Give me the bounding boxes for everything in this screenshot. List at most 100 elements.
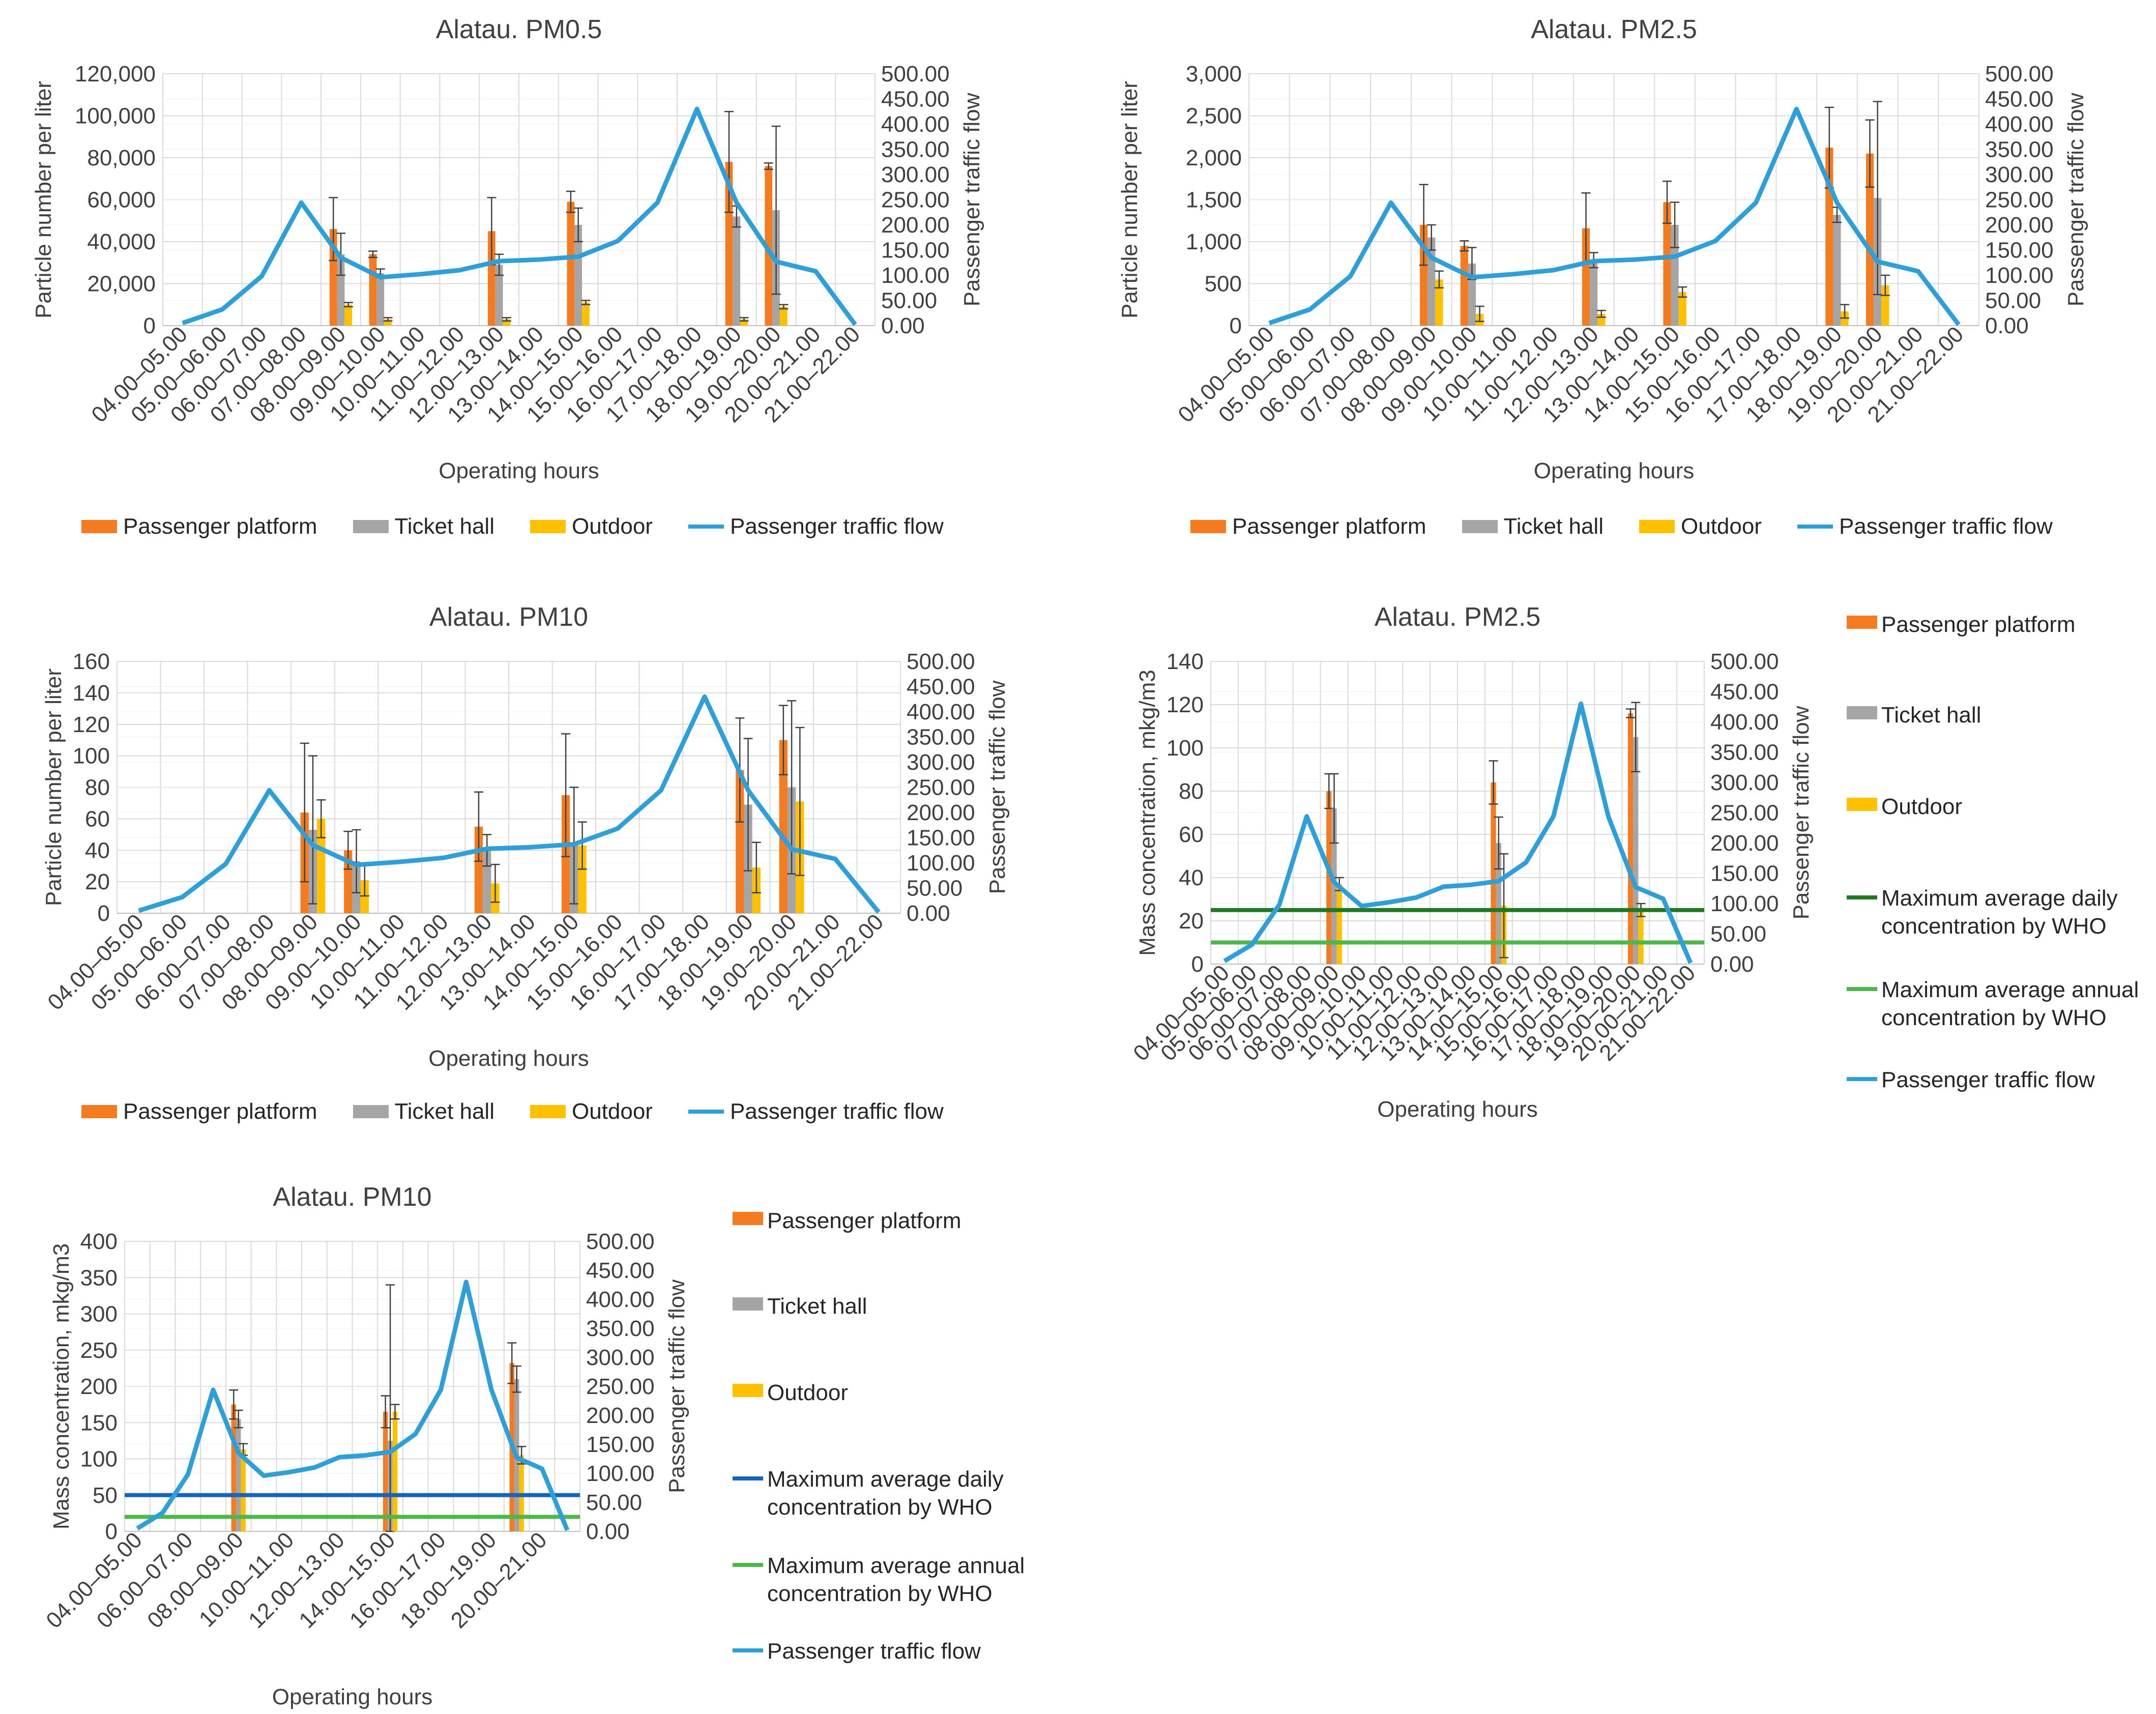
y2-tick-label: 500.00 xyxy=(907,649,975,674)
y-tick-label: 3,000 xyxy=(1186,62,1242,86)
legend-swatch-who-daily xyxy=(1847,895,1877,899)
y-tick-label: 50 xyxy=(93,1483,118,1508)
bar-outdoor xyxy=(1678,292,1686,326)
y2-tick-label: 450.00 xyxy=(1710,680,1779,705)
legend-swatch-outdoor xyxy=(530,1105,566,1118)
x-axis-title: Operating hours xyxy=(439,458,599,483)
y2-tick-label: 150.00 xyxy=(586,1432,655,1457)
legend-pm10-mass: Passenger platform Ticket hall Outdoor M… xyxy=(733,1165,1048,1714)
y-tick-label: 40 xyxy=(85,838,110,863)
legend-item-ticket: Ticket hall xyxy=(353,1099,494,1124)
y2-tick-label: 250.00 xyxy=(881,188,950,213)
bar-ticket xyxy=(733,216,741,326)
legend-swatch-who-annual xyxy=(733,1563,763,1567)
legend-item-outdoor: Outdoor xyxy=(530,514,653,539)
bar-platform xyxy=(765,166,773,326)
y2-tick-label: 250.00 xyxy=(586,1374,655,1399)
legend-item-platform: Passenger platform xyxy=(1190,514,1426,539)
y-tick-label: 100 xyxy=(1167,736,1204,761)
chart-panel-pm25-count: 0 500 1,000 1,500 2,000 2,500 3,000 0.00 50.00 10… xyxy=(1104,0,2152,575)
legend-pm25-count: Passenger platform Ticket hall Outdoor P… xyxy=(1190,514,2053,539)
bar-ticket xyxy=(1331,808,1337,964)
legend-item-ticket: Ticket hall xyxy=(1847,701,2156,729)
y-tick-label: 120 xyxy=(73,712,110,737)
y-tick-label: 0 xyxy=(1230,313,1242,338)
bar-platform xyxy=(1582,228,1590,326)
chart-title: Alatau. PM2.5 xyxy=(1531,15,1697,44)
y-tick-label: 40 xyxy=(1179,865,1204,890)
y-tick-label: 120 xyxy=(1167,692,1204,717)
y-axis-title: Particle number per liter xyxy=(41,669,66,906)
y2-tick-label: 0.00 xyxy=(586,1519,630,1544)
chart-title: Alatau. PM2.5 xyxy=(1375,602,1541,632)
legend-item-ticket: Ticket hall xyxy=(1462,514,1604,539)
bar-platform xyxy=(369,254,377,326)
legend-swatch-platform xyxy=(1190,520,1226,533)
y-tick-label: 0 xyxy=(1191,952,1204,977)
bar-ticket xyxy=(1833,215,1841,326)
traffic-flow-line xyxy=(1223,701,1693,964)
legend-pm10-count: Passenger platform Ticket hall Outdoor P… xyxy=(81,1099,944,1124)
y-tick-label: 1,500 xyxy=(1186,188,1242,213)
legend-item-who-daily: Maximum average daily concentration by W… xyxy=(733,1465,1048,1521)
y-tick-label: 160 xyxy=(73,649,110,674)
bar-ticket xyxy=(376,273,385,326)
y-tick-label: 80 xyxy=(85,775,110,800)
legend-item-ticket: Ticket hall xyxy=(353,514,494,539)
y2-tick-label: 350.00 xyxy=(881,137,950,162)
y-tick-label: 500 xyxy=(1205,272,1242,297)
y2-tick-label: 400.00 xyxy=(881,112,950,137)
legend-swatch-outdoor xyxy=(1639,520,1675,533)
y-tick-label: 140 xyxy=(1167,649,1204,674)
y2-tick-label: 350.00 xyxy=(586,1316,655,1341)
legend-item-platform: Passenger platform xyxy=(733,1207,1048,1235)
traffic-flow-line xyxy=(1268,106,1961,326)
legend-pm05-count: Passenger platform Ticket hall Outdoor P… xyxy=(81,514,944,539)
legend-item-platform: Passenger platform xyxy=(81,514,317,539)
y-tick-label: 400 xyxy=(80,1229,118,1254)
y2-tick-label: 400.00 xyxy=(1710,710,1779,735)
y-tick-label: 300 xyxy=(80,1302,118,1327)
y2-tick-label: 0.00 xyxy=(907,901,950,926)
y2-tick-label: 400.00 xyxy=(1985,112,2054,137)
y2-tick-label: 500.00 xyxy=(586,1229,655,1254)
bar-platform xyxy=(383,1411,388,1531)
y-tick-label: 2,500 xyxy=(1186,104,1242,129)
bar-ticket xyxy=(337,254,345,326)
legend-item-outdoor: Outdoor xyxy=(1639,514,1762,539)
legend-swatch-ticket xyxy=(733,1297,763,1311)
legend-item-outdoor: Outdoor xyxy=(530,1099,653,1124)
legend-swatch-platform xyxy=(81,520,117,533)
y-tick-label: 0 xyxy=(98,901,110,926)
bar-platform xyxy=(1663,202,1671,326)
y2-tick-label: 300.00 xyxy=(881,162,950,187)
y2-tick-label: 250.00 xyxy=(1985,188,2054,213)
y2-tick-label: 300.00 xyxy=(586,1345,655,1370)
bar-outdoor xyxy=(779,306,788,326)
legend-swatch-ticket xyxy=(1462,520,1498,533)
bar-platform xyxy=(1866,153,1874,326)
x-axis-title: Operating hours xyxy=(1377,1097,1538,1122)
y2-tick-label: 500.00 xyxy=(1985,62,2054,86)
legend-item-traffic: Passenger traffic flow xyxy=(733,1637,1048,1665)
legend-swatch-platform xyxy=(1847,616,1877,629)
y-tick-label: 0 xyxy=(143,313,156,338)
y2-tick-label: 450.00 xyxy=(907,675,975,700)
y2-tick-label: 0.00 xyxy=(1985,313,2029,338)
y-tick-label: 140 xyxy=(73,681,110,706)
y2-tick-label: 300.00 xyxy=(1710,770,1779,795)
y-tick-label: 350 xyxy=(80,1265,118,1290)
y2-tick-label: 200.00 xyxy=(586,1403,655,1428)
x-axis-title: Operating hours xyxy=(428,1046,589,1071)
bar-platform xyxy=(344,850,353,913)
y-tick-label: 200 xyxy=(80,1374,118,1399)
y2-tick-label: 200.00 xyxy=(1710,831,1779,856)
chart-svg-pm05-count: 0 20,000 40,000 60,000 80,000 100,000 120,000 0… xyxy=(31,15,984,483)
bar-platform xyxy=(1491,782,1496,964)
y-tick-label: 0 xyxy=(105,1519,118,1544)
y2-tick-label: 350.00 xyxy=(1985,137,2054,162)
legend-swatch-traffic xyxy=(1847,1077,1877,1081)
x-axis-title: Operating hours xyxy=(1534,458,1695,483)
bar-platform xyxy=(1460,246,1468,326)
legend-item-who-annual: Maximum average annual concentration by … xyxy=(733,1552,1048,1608)
